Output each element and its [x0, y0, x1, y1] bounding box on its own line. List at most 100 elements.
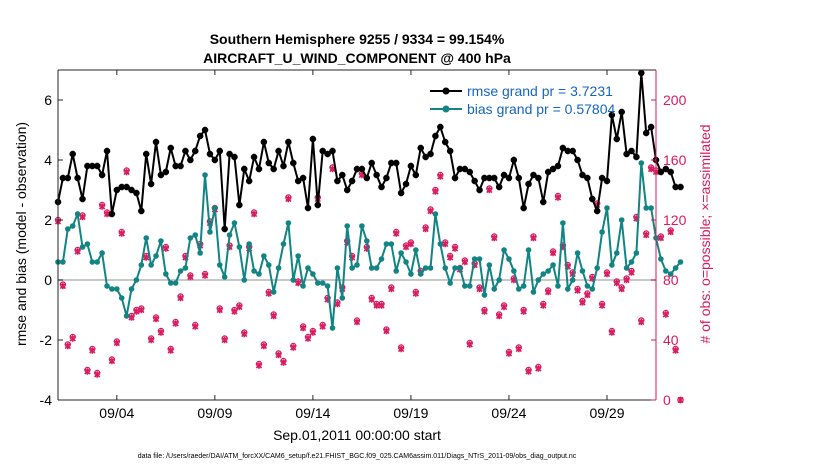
- y-right-tick-label: 40: [663, 332, 679, 348]
- rmse-point: [265, 159, 272, 167]
- y-left-tick-label: 4: [44, 152, 52, 168]
- rmse-point: [520, 204, 527, 212]
- bias-point: [452, 265, 458, 271]
- obs-assimilated-marker: [290, 344, 297, 351]
- rmse-point: [628, 147, 635, 155]
- y-left-tick-label: 0: [44, 272, 52, 288]
- bias-point: [437, 241, 444, 247]
- bias-point: [413, 247, 419, 253]
- obs-assimilated-marker: [461, 258, 469, 266]
- obs-assimilated-marker: [495, 312, 503, 320]
- rmse-point: [373, 171, 380, 179]
- rmse-point: [138, 207, 145, 215]
- bias-point: [300, 283, 306, 289]
- rmse-point: [162, 168, 170, 176]
- chart-subtitle: AIRCRAFT_U_WIND_COMPONENT @ 400 hPa: [203, 50, 511, 66]
- obs-assimilated-marker: [388, 285, 395, 293]
- obs-assimilated-marker: [216, 306, 223, 314]
- bias-point: [417, 271, 424, 277]
- rmse-point: [451, 174, 459, 182]
- obs-assimilated-marker: [574, 287, 581, 294]
- obs-assimilated-marker: [147, 336, 155, 344]
- obs-assimilated-marker: [275, 351, 282, 359]
- rmse-point: [211, 156, 219, 164]
- rmse-point: [417, 144, 424, 152]
- obs-assimilated-marker: [579, 299, 586, 306]
- obs-assimilated-marker: [319, 323, 326, 330]
- bias-point: [163, 271, 169, 277]
- obs-assimilated-marker: [466, 341, 473, 348]
- obs-assimilated-marker: [74, 248, 81, 255]
- x-axis-label: Sep.01,2011 00:00:00 start: [273, 427, 441, 443]
- rmse-point: [505, 174, 513, 182]
- rmse-point: [103, 147, 111, 155]
- obs-assimilated-marker: [628, 269, 635, 276]
- rmse-point: [329, 147, 336, 155]
- x-tick-label: 09/04: [99, 405, 134, 421]
- rmse-point: [437, 123, 444, 131]
- bias-point: [79, 244, 86, 250]
- bias-point: [104, 283, 110, 289]
- legend-bias-label: bias grand pr = 0.57804: [467, 101, 615, 117]
- obs-assimilated-marker: [598, 302, 606, 309]
- rmse-point: [476, 186, 483, 194]
- obs-assimilated-marker: [128, 314, 135, 321]
- obs-assimilated-marker: [265, 290, 272, 297]
- obs-assimilated-marker: [677, 396, 684, 404]
- obs-assimilated-marker: [402, 243, 410, 251]
- rmse-point: [285, 138, 292, 146]
- rmse-point: [603, 177, 611, 185]
- rmse-point: [221, 225, 228, 233]
- rmse-point: [250, 153, 258, 161]
- rmse-point: [226, 150, 233, 158]
- rmse-point: [486, 174, 493, 182]
- obs-assimilated-marker: [172, 320, 179, 327]
- bias-point: [94, 259, 101, 265]
- bias-point: [143, 235, 150, 241]
- rmse-point: [544, 168, 552, 176]
- obs-assimilated-marker: [113, 339, 120, 347]
- bias-point: [427, 265, 434, 271]
- rmse-point: [206, 150, 214, 158]
- bias-point: [84, 241, 91, 247]
- bias-point: [339, 295, 346, 301]
- y-left-tick-label: 6: [44, 92, 52, 108]
- obs-assimilated-marker: [486, 186, 493, 194]
- obs-assimilated-marker: [500, 303, 508, 311]
- bias-point: [560, 220, 566, 226]
- rmse-point: [245, 177, 253, 185]
- bias-point: [618, 217, 625, 223]
- bias-point: [569, 277, 576, 283]
- bias-point: [530, 289, 537, 295]
- rmse-point: [157, 171, 165, 179]
- obs-count-markers: [54, 164, 684, 404]
- obs-assimilated-marker: [255, 362, 263, 369]
- bias-point: [265, 262, 272, 268]
- obs-assimilated-marker: [152, 315, 160, 323]
- bias-point: [471, 256, 478, 262]
- rmse-point: [167, 144, 174, 152]
- bias-point: [398, 250, 404, 256]
- rmse-point: [363, 174, 371, 182]
- bias-point: [314, 280, 321, 286]
- rmse-point: [59, 174, 67, 182]
- bias-point: [457, 265, 463, 271]
- bias-point: [496, 277, 502, 283]
- bias-point: [481, 292, 488, 298]
- rmse-point: [383, 174, 390, 182]
- y-left-tick-label: -2: [40, 332, 53, 348]
- rmse-point: [422, 153, 429, 161]
- rmse-point: [236, 201, 243, 209]
- rmse-point: [446, 147, 454, 155]
- bias-point: [564, 286, 571, 292]
- bias-point: [466, 283, 473, 289]
- rmse-point: [456, 165, 464, 173]
- obs-assimilated-marker: [304, 335, 312, 342]
- bias-point: [354, 262, 360, 268]
- obs-assimilated-marker: [427, 207, 434, 215]
- rmse-point: [270, 165, 277, 173]
- obs-assimilated-marker: [138, 306, 145, 314]
- bias-point: [442, 265, 449, 271]
- bias-point: [241, 277, 248, 283]
- bias-point: [305, 265, 311, 271]
